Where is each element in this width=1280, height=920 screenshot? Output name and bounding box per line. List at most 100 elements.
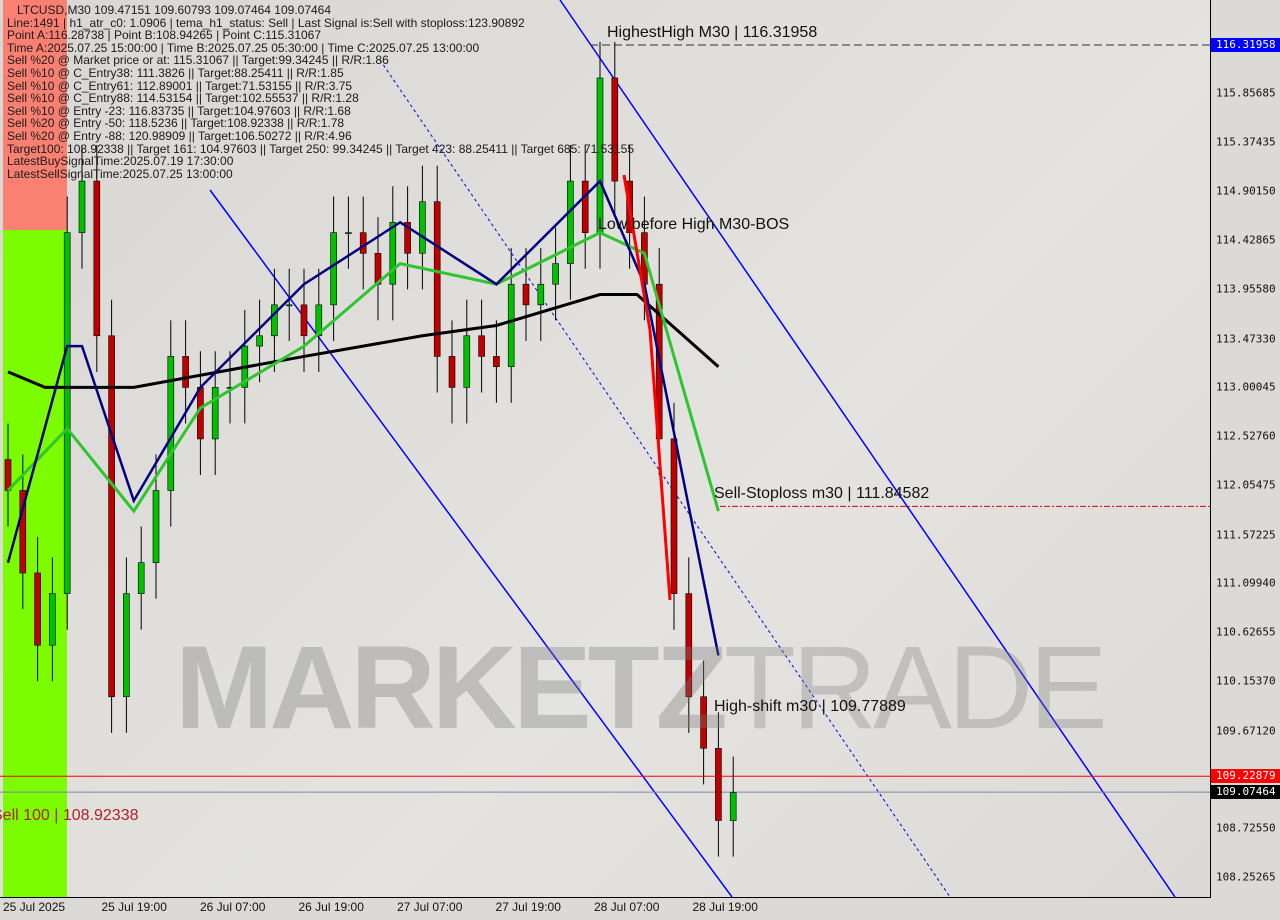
sell-trend-line	[622, 174, 672, 601]
candle-body	[330, 232, 337, 306]
last-price-badge: 109.07464	[1211, 785, 1280, 800]
candle-body	[78, 180, 86, 233]
info-line: Sell %20 @ Market price or at: 115.31067…	[7, 53, 389, 68]
price-tick: 112.52760	[1216, 429, 1276, 443]
candle-body	[167, 356, 175, 491]
chart-plot-area[interactable]: MARKETZTRADE LTCUSD,M30 109.47151 109.60…	[0, 0, 1211, 898]
price-tick: 115.85685	[1216, 86, 1276, 100]
candle-body	[419, 201, 426, 254]
price-tick: 114.90150	[1216, 184, 1276, 198]
symbol-line: LTCUSD,M30 109.47151 109.60793 109.07464…	[17, 3, 332, 17]
ma-fast-line	[6, 178, 720, 656]
candle-body	[315, 304, 323, 337]
info-line: Sell %20 @ Entry -88: 120.98909 || Targe…	[7, 128, 352, 143]
candle-body	[537, 283, 545, 306]
price-tick: 113.47330	[1216, 332, 1276, 346]
candle-body	[729, 792, 737, 821]
info-line: Line:1491 | h1_atr_c0: 1.0906 | tema_h1_…	[7, 15, 525, 30]
info-line: LatestSellSignalTime:2025.07.25 13:00:00	[7, 166, 233, 181]
candle-body	[493, 356, 500, 368]
price-tick: 114.42865	[1216, 233, 1276, 247]
info-line: Sell %10 @ C_Entry88: 114.53154 || Targe…	[7, 91, 359, 106]
candle-body	[552, 263, 559, 285]
candle-body	[581, 180, 589, 233]
price-tick: 113.00045	[1216, 380, 1276, 394]
time-tick: 28 Jul 19:00	[692, 900, 758, 914]
info-line: Sell %20 @ Entry -50: 118.5236 || Target…	[7, 116, 345, 131]
candle-body	[108, 335, 115, 698]
channel-lower-line	[209, 189, 733, 897]
candle-body	[137, 562, 145, 594]
price-tick: 112.05475	[1216, 478, 1276, 492]
candle-body	[271, 304, 278, 337]
highest-high-price-badge: 116.31958	[1211, 38, 1280, 52]
time-tick: 26 Jul 19:00	[298, 900, 364, 914]
candle-body	[152, 490, 160, 563]
time-tick: 26 Jul 07:00	[200, 900, 266, 914]
time-tick: 28 Jul 07:00	[594, 900, 660, 914]
highest-high-label: HighestHigh M30 | 116.31958	[607, 24, 818, 41]
candle-body	[285, 304, 293, 307]
price-tick: 110.15370	[1216, 674, 1276, 688]
price-axis[interactable]: 116.31958 115.85685 115.37435 114.90150 114.…	[1211, 0, 1280, 897]
time-tick: 27 Jul 07:00	[397, 900, 463, 914]
candle-body	[670, 438, 678, 594]
candle-body	[63, 232, 71, 594]
ma-mid-line	[6, 230, 720, 514]
info-line: Target100: 108.92338 || Target 161: 104.…	[7, 141, 634, 156]
candle-body	[448, 356, 456, 388]
info-line: Point A:116.28738 | Point B:108.94265 | …	[7, 28, 322, 43]
candle-body	[463, 335, 471, 388]
candle-body	[522, 283, 530, 306]
candle-body	[49, 593, 56, 646]
price-tick: 110.62655	[1216, 625, 1276, 639]
candle-body	[507, 283, 515, 368]
info-panel: LTCUSD,M30 109.47151 109.60793 109.07464…	[7, 3, 634, 180]
candle-body	[256, 335, 263, 347]
info-line: LatestBuySignalTime:2025.07.19 17:30:00	[7, 154, 234, 169]
candle-body	[359, 232, 367, 254]
info-line: Time A:2025.07.25 15:00:00 | Time B:2025…	[7, 40, 480, 55]
sell-stoploss-label: Sell-Stoploss m30 | 111.84582	[714, 485, 930, 502]
sell-100-label: Sell 100 | 108.92338	[0, 807, 139, 824]
candle-body	[389, 222, 397, 285]
candle-body	[715, 748, 722, 821]
candle-body	[182, 356, 189, 388]
candle-body	[211, 387, 219, 440]
candle-body	[300, 304, 308, 337]
info-line: Sell %10 @ C_Entry61: 112.89001 || Targe…	[7, 78, 353, 93]
price-tick: 111.09940	[1216, 576, 1276, 590]
ma-slow-line	[7, 293, 720, 389]
time-tick: 25 Jul 2025	[3, 900, 66, 914]
sell-zone	[3, 0, 67, 230]
price-tick: 111.57225	[1216, 528, 1276, 542]
price-tick: 108.25265	[1216, 870, 1276, 884]
candle-body	[611, 77, 619, 182]
candle-body	[478, 335, 485, 357]
time-tick: 27 Jul 19:00	[495, 900, 561, 914]
candle-body	[4, 459, 12, 491]
watermark: MARKETZTRADE	[175, 622, 1108, 754]
candle-body	[433, 201, 441, 357]
candle-body	[93, 180, 101, 337]
info-line: Sell %10 @ C_Entry38: 111.3826 || Target…	[7, 65, 344, 80]
candle-body	[685, 593, 693, 698]
ask-price-badge: 109.22879	[1211, 769, 1280, 784]
price-tick: 109.67120	[1216, 724, 1276, 738]
candle-body	[19, 490, 27, 574]
time-tick: 25 Jul 19:00	[101, 900, 167, 914]
channel-upper-line	[559, 0, 1176, 897]
high-shift-label: High-shift m30 | 109.77889	[714, 698, 906, 715]
candle-body	[123, 593, 130, 698]
candle-body	[34, 572, 41, 646]
price-chart	[0, 0, 1210, 897]
candle-body	[700, 696, 707, 749]
price-tick: 115.37435	[1216, 135, 1276, 149]
price-tick: 113.95580	[1216, 282, 1276, 296]
candle-body	[404, 222, 411, 254]
low-before-high-label: Low before High M30-BOS	[598, 216, 790, 233]
candle-body	[567, 180, 574, 264]
buy-zone	[3, 230, 67, 897]
candle-body	[345, 232, 352, 234]
channel-mid-line	[379, 59, 951, 897]
